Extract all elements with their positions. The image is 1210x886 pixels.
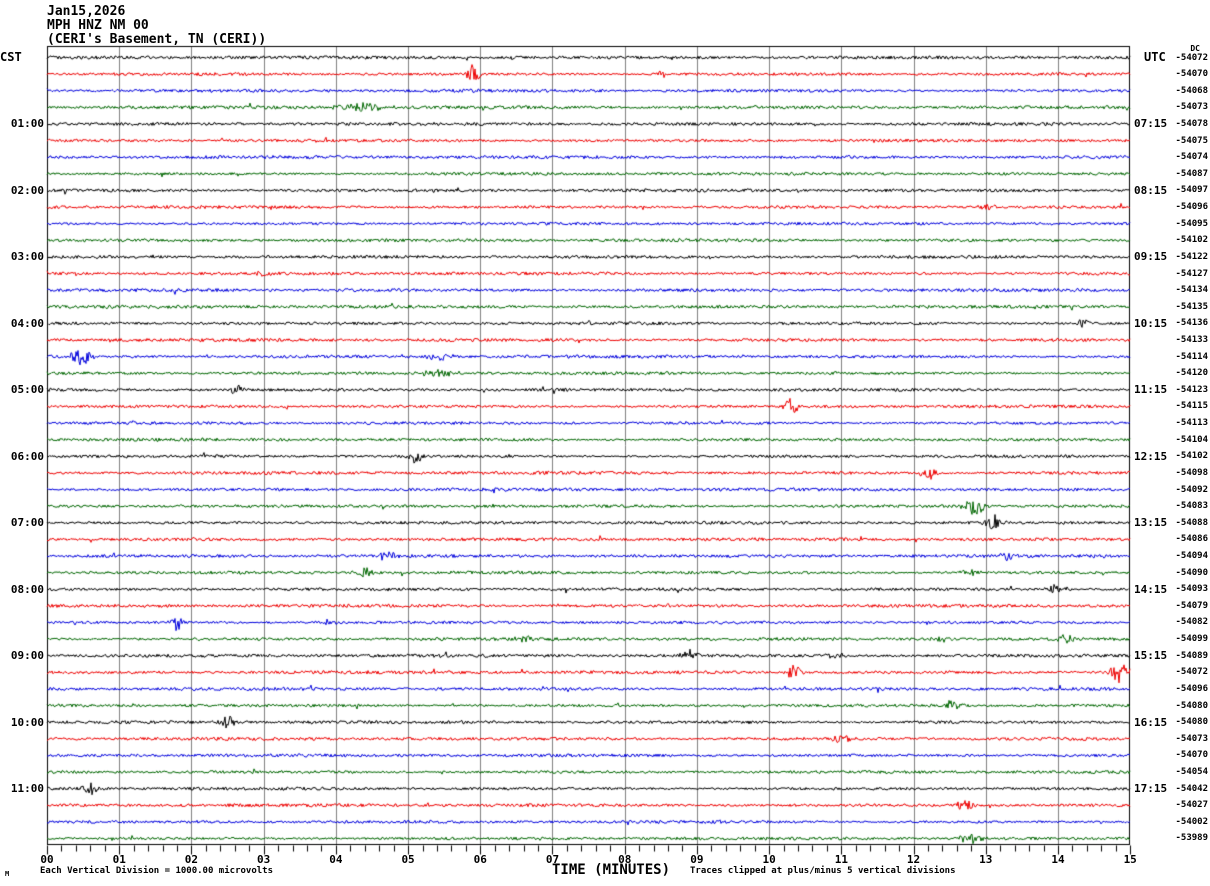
dc-offset-value: -54027: [1175, 800, 1208, 811]
watermark-mark: M: [5, 870, 10, 878]
x-tick-label: 08: [618, 853, 632, 866]
cst-hour-label: 02:00: [10, 183, 44, 197]
cst-hour-label: 07:00: [10, 516, 44, 530]
dc-offset-value: -54078: [1175, 118, 1208, 129]
dc-offset-value: -54104: [1175, 434, 1208, 445]
dc-offset-value: -54080: [1175, 717, 1208, 728]
dc-offset-value: -54080: [1175, 700, 1208, 711]
dc-offset-value: -54042: [1175, 783, 1208, 794]
dc-offset-value: -54102: [1175, 451, 1208, 462]
dc-offset-value: -54120: [1175, 368, 1208, 379]
dc-offset-value: -54072: [1175, 667, 1208, 678]
title-date: Jan15,2026: [47, 4, 126, 19]
dc-offset-value: -54073: [1175, 733, 1208, 744]
dc-offset-value: -54073: [1175, 102, 1208, 113]
cst-hour-label: 09:00: [10, 649, 44, 663]
dc-offset-value: -54134: [1175, 285, 1208, 296]
x-tick-label: 07: [545, 853, 560, 866]
dc-offset-value: -54136: [1175, 318, 1208, 329]
utc-hour-label: 08:15: [1134, 183, 1168, 197]
dc-offset-value: -54087: [1175, 168, 1208, 179]
cst-hour-label: 08:00: [10, 582, 44, 596]
scale-note: Each Vertical Division = 1000.00 microvo…: [40, 866, 273, 876]
dc-offset-value: -54074: [1175, 152, 1208, 163]
dc-offset-value: -54102: [1175, 235, 1208, 246]
x-tick-label: 14: [1051, 853, 1065, 866]
dc-offset-value: -54082: [1175, 617, 1208, 628]
utc-hour-label: 09:15: [1134, 250, 1168, 264]
dc-offset-value: -54075: [1175, 135, 1208, 146]
cst-hour-label: 04:00: [10, 316, 44, 330]
utc-hour-label: 17:15: [1134, 782, 1168, 796]
left-axis-header: CST: [0, 50, 22, 64]
utc-hour-label: 13:15: [1134, 516, 1168, 530]
dc-offset-value: -54099: [1175, 634, 1208, 645]
dc-offset-value: -54123: [1175, 384, 1208, 395]
clip-note: Traces clipped at plus/minus 5 vertical …: [690, 866, 956, 876]
title-station: MPH HNZ NM 00: [47, 18, 149, 33]
cst-hour-label: 05:00: [10, 383, 44, 397]
dc-column-header: DC: [1190, 44, 1200, 53]
dc-offset-value: -54070: [1175, 750, 1208, 761]
dc-offset-value: -54096: [1175, 202, 1208, 213]
x-tick-label: 05: [401, 853, 415, 866]
cst-hour-label: 11:00: [10, 782, 44, 796]
x-tick-label: 00: [40, 853, 54, 866]
cst-hour-label: 03:00: [10, 250, 44, 264]
x-tick-label: 06: [473, 853, 487, 866]
right-axis-header: UTC: [1144, 50, 1166, 64]
utc-hour-label: 15:15: [1134, 649, 1168, 663]
title-location: (CERI's Basement, TN (CERI)): [47, 32, 267, 47]
utc-hour-label: 10:15: [1134, 316, 1168, 330]
dc-offset-value: -54122: [1175, 251, 1208, 262]
dc-offset-value: -54097: [1175, 185, 1208, 196]
dc-offset-value: -54089: [1175, 650, 1208, 661]
cst-hour-label: 01:00: [10, 117, 44, 131]
dc-offset-value: -54083: [1175, 501, 1208, 512]
utc-hour-label: 11:15: [1134, 383, 1168, 397]
cst-hour-label: 10:00: [10, 715, 44, 729]
dc-offset-value: -54115: [1175, 401, 1208, 412]
dc-offset-value: -54135: [1175, 301, 1208, 312]
dc-offset-value: -54094: [1175, 551, 1208, 561]
x-tick-label: 15: [1123, 853, 1137, 866]
dc-offset-value: -54090: [1175, 567, 1208, 578]
x-tick-label: 13: [979, 853, 993, 866]
dc-offset-value: -54079: [1175, 600, 1208, 611]
utc-hour-label: 16:15: [1134, 715, 1168, 729]
dc-offset-value: -54086: [1175, 534, 1208, 545]
dc-offset-value: -53989: [1175, 833, 1208, 844]
dc-offset-value: -54113: [1175, 418, 1208, 429]
dc-offset-value: -54002: [1175, 816, 1208, 827]
dc-offset-value: -54070: [1175, 69, 1208, 80]
dc-offset-value: -54072: [1175, 52, 1208, 63]
x-tick-label: 10: [762, 853, 776, 866]
utc-hour-label: 12:15: [1134, 449, 1168, 463]
dc-offset-value: -54133: [1175, 334, 1208, 345]
x-tick-label: 12: [906, 853, 921, 866]
x-tick-label: 09: [690, 853, 704, 866]
cst-hour-label: 06:00: [10, 449, 44, 463]
x-tick-label: 02: [184, 853, 199, 866]
dc-offset-value: -54096: [1175, 683, 1208, 694]
dc-offset-value: -54092: [1175, 484, 1208, 495]
utc-hour-label: 14:15: [1134, 582, 1168, 596]
dc-offset-value: -54068: [1175, 85, 1208, 96]
dc-offset-value: -54098: [1175, 467, 1208, 478]
dc-offset-value: -54095: [1175, 218, 1208, 229]
dc-offset-value: -54054: [1175, 767, 1208, 778]
x-tick-label: 04: [329, 853, 343, 866]
x-tick-label: 01: [112, 853, 126, 866]
dc-offset-value: -54114: [1175, 351, 1208, 362]
x-tick-label: 03: [257, 853, 271, 866]
x-axis-title: TIME (MINUTES): [552, 862, 671, 878]
x-tick-label: 11: [834, 853, 848, 866]
dc-offset-value: -54127: [1175, 268, 1208, 279]
utc-hour-label: 07:15: [1134, 117, 1168, 131]
dc-offset-value: -54093: [1175, 584, 1208, 595]
dc-offset-value: -54088: [1175, 517, 1208, 528]
